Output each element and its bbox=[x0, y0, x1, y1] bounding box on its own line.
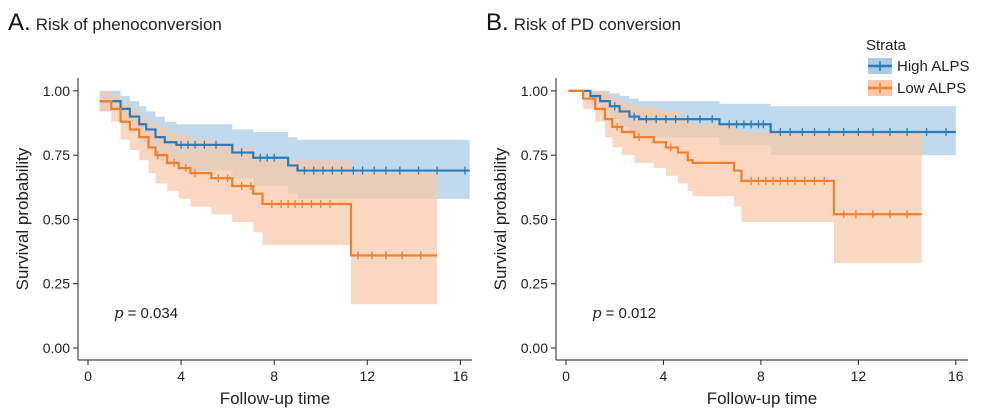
x-axis-label: Follow-up time bbox=[707, 389, 818, 408]
legend-label-high-alps: High ALPS bbox=[897, 58, 970, 75]
x-tick-label: 0 bbox=[562, 368, 570, 384]
panel-title: B. Risk of PD conversion bbox=[486, 9, 681, 36]
panel-b-risk-of-pd-conversion: B. Risk of PD conversion 0.00 0.25 0.50 0.75 1… bbox=[486, 9, 968, 408]
ci-band-low bbox=[568, 90, 922, 264]
y-tick-label: 1.00 bbox=[43, 83, 70, 99]
x-tick-label: 16 bbox=[948, 368, 964, 384]
y-axis-label: Survival probability bbox=[491, 147, 510, 290]
y-tick-label: 0.50 bbox=[521, 211, 548, 227]
ci-band-low bbox=[99, 90, 438, 305]
panel-title-text: Risk of PD conversion bbox=[514, 15, 681, 34]
panel-a-risk-of-phenoconversion: A. Risk of phenoconversion 0.00 0.25 0.50 0.7… bbox=[8, 9, 472, 408]
y-tick-label: 0.75 bbox=[521, 147, 548, 163]
x-tick-label: 16 bbox=[453, 368, 469, 384]
x-tick-label: 0 bbox=[84, 368, 92, 384]
x-tick-label: 12 bbox=[359, 368, 375, 384]
x-axis-label: Follow-up time bbox=[220, 389, 331, 408]
panel-letter: A. bbox=[8, 9, 31, 36]
y-tick-label: 0.25 bbox=[43, 276, 70, 292]
survival-line-low bbox=[568, 89, 922, 216]
ci-band-high bbox=[99, 90, 470, 199]
y-tick-label: 0.00 bbox=[521, 340, 548, 356]
y-tick-label: 0.25 bbox=[521, 276, 548, 292]
x-tick-label: 12 bbox=[851, 368, 867, 384]
y-tick-label: 0.75 bbox=[43, 147, 70, 163]
legend-label-low-alps: Low ALPS bbox=[897, 80, 966, 97]
p-symbol: p bbox=[592, 304, 602, 322]
x-tick-label: 4 bbox=[177, 368, 185, 384]
survival-line-high bbox=[99, 100, 470, 172]
y-tick-label: 0.50 bbox=[43, 211, 70, 227]
survival-line-low bbox=[99, 100, 438, 257]
panel-letter: B. bbox=[486, 9, 509, 36]
p-value-annotation: p = 0.034 bbox=[114, 304, 178, 322]
p-value-text: = 0.012 bbox=[606, 305, 656, 322]
survival-line-high bbox=[568, 89, 956, 134]
panel-title: A. Risk of phenoconversion bbox=[8, 9, 222, 36]
p-symbol: p bbox=[114, 304, 124, 322]
legend-title: Strata bbox=[866, 37, 907, 54]
legend: Strata High ALPS Low ALPS bbox=[866, 37, 970, 97]
x-tick-label: 8 bbox=[757, 368, 765, 384]
panel-title-text: Risk of phenoconversion bbox=[36, 15, 222, 34]
x-tick-label: 8 bbox=[270, 368, 278, 384]
p-value-annotation: p = 0.012 bbox=[592, 304, 656, 322]
legend-item-high-alps: High ALPS bbox=[868, 58, 970, 75]
y-tick-label: 0.00 bbox=[43, 340, 70, 356]
x-tick-label: 4 bbox=[660, 368, 668, 384]
legend-item-low-alps: Low ALPS bbox=[868, 80, 966, 97]
p-value-text: = 0.034 bbox=[128, 305, 178, 322]
y-tick-label: 1.00 bbox=[521, 83, 548, 99]
y-axis-label: Survival probability bbox=[13, 147, 32, 290]
